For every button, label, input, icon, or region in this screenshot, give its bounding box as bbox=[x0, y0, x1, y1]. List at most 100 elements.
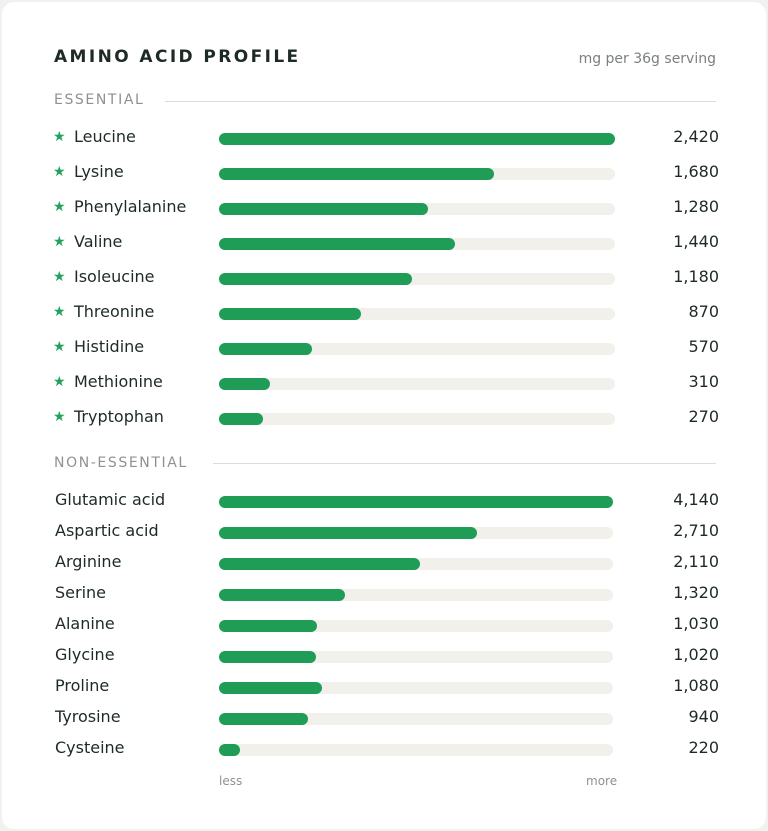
essential-star-icon: ★ bbox=[53, 234, 66, 250]
bar-fill bbox=[219, 713, 308, 725]
bar-row-isoleucine: ★ Isoleucine 1,180 bbox=[2, 263, 768, 293]
bar-fill bbox=[219, 620, 317, 632]
bar-row-threonine: ★ Threonine 870 bbox=[2, 298, 768, 328]
bar-track bbox=[219, 238, 615, 250]
bar-value: 2,710 bbox=[673, 521, 719, 540]
essential-star-icon: ★ bbox=[53, 304, 66, 320]
bar-track bbox=[219, 713, 613, 725]
bar-fill bbox=[219, 238, 455, 250]
chart-title: AMINO ACID PROFILE bbox=[54, 47, 301, 67]
bar-fill bbox=[219, 682, 322, 694]
bar-row-arginine: Arginine 2,110 bbox=[2, 548, 768, 578]
bar-fill bbox=[219, 589, 345, 601]
bar-track bbox=[219, 589, 613, 601]
bar-track bbox=[219, 558, 613, 570]
bar-fill bbox=[219, 558, 420, 570]
bar-track bbox=[219, 308, 615, 320]
bar-label: Tyrosine bbox=[55, 707, 121, 726]
bar-value: 4,140 bbox=[673, 490, 719, 509]
bar-track bbox=[219, 203, 615, 215]
section-divider-essential bbox=[165, 101, 716, 102]
essential-star-icon: ★ bbox=[53, 374, 66, 390]
bar-row-tyrosine: Tyrosine 940 bbox=[2, 703, 768, 733]
bar-label: Glutamic acid bbox=[55, 490, 166, 509]
bar-value: 220 bbox=[688, 738, 719, 757]
bar-track bbox=[219, 343, 615, 355]
bar-value: 1,440 bbox=[673, 232, 719, 251]
essential-star-icon: ★ bbox=[53, 199, 66, 215]
bar-track bbox=[219, 651, 613, 663]
unit-label: mg per 36g serving bbox=[578, 51, 716, 67]
bar-label: Serine bbox=[55, 583, 107, 602]
bar-label: Proline bbox=[55, 676, 110, 695]
essential-star-icon: ★ bbox=[53, 269, 66, 285]
bar-label: Alanine bbox=[55, 614, 115, 633]
bar-track bbox=[219, 168, 615, 180]
bar-value: 270 bbox=[688, 407, 719, 426]
bar-label: Cysteine bbox=[55, 738, 125, 757]
bar-row-aspartic-acid: Aspartic acid 2,710 bbox=[2, 517, 768, 547]
bar-track bbox=[219, 496, 613, 508]
essential-star-icon: ★ bbox=[53, 164, 66, 180]
bar-label: Histidine bbox=[74, 337, 145, 356]
bar-value: 1,080 bbox=[673, 676, 719, 695]
bar-value: 1,320 bbox=[673, 583, 719, 602]
bar-row-alanine: Alanine 1,030 bbox=[2, 610, 768, 640]
bar-fill bbox=[219, 273, 412, 285]
bar-row-tryptophan: ★ Tryptophan 270 bbox=[2, 403, 768, 433]
bar-value: 940 bbox=[688, 707, 719, 726]
bar-label: Isoleucine bbox=[74, 267, 155, 286]
bar-track bbox=[219, 744, 613, 756]
bar-fill bbox=[219, 168, 494, 180]
bar-label: Aspartic acid bbox=[55, 521, 159, 540]
bar-value: 1,020 bbox=[673, 645, 719, 664]
bar-fill bbox=[219, 203, 428, 215]
bar-track bbox=[219, 378, 615, 390]
bar-track bbox=[219, 273, 615, 285]
scale-min-label: less bbox=[219, 774, 243, 788]
bar-row-histidine: ★ Histidine 570 bbox=[2, 333, 768, 363]
bar-row-glycine: Glycine 1,020 bbox=[2, 641, 768, 671]
essential-star-icon: ★ bbox=[53, 129, 66, 145]
bar-row-proline: Proline 1,080 bbox=[2, 672, 768, 702]
bar-track bbox=[219, 682, 613, 694]
bar-fill bbox=[219, 744, 240, 756]
bar-label: Glycine bbox=[55, 645, 115, 664]
bar-label: Threonine bbox=[74, 302, 155, 321]
bar-value: 570 bbox=[688, 337, 719, 356]
bar-fill bbox=[219, 308, 361, 320]
bar-track bbox=[219, 620, 613, 632]
bar-track bbox=[219, 133, 615, 145]
bar-fill bbox=[219, 496, 613, 508]
bar-fill bbox=[219, 378, 270, 390]
bar-row-methionine: ★ Methionine 310 bbox=[2, 368, 768, 398]
bar-label: Phenylalanine bbox=[74, 197, 187, 216]
bar-label: Leucine bbox=[74, 127, 136, 146]
bar-value: 2,420 bbox=[673, 127, 719, 146]
bar-row-serine: Serine 1,320 bbox=[2, 579, 768, 609]
bar-fill bbox=[219, 413, 263, 425]
section-divider-non-essential bbox=[213, 463, 716, 464]
bar-row-phenylalanine: ★ Phenylalanine 1,280 bbox=[2, 193, 768, 223]
bar-value: 310 bbox=[688, 372, 719, 391]
bar-row-lysine: ★ Lysine 1,680 bbox=[2, 158, 768, 188]
section-label-essential: ESSENTIAL bbox=[54, 92, 145, 108]
bar-value: 1,680 bbox=[673, 162, 719, 181]
bar-value: 1,030 bbox=[673, 614, 719, 633]
bar-label: Tryptophan bbox=[74, 407, 164, 426]
bar-fill bbox=[219, 527, 477, 539]
essential-star-icon: ★ bbox=[53, 409, 66, 425]
bar-value: 1,280 bbox=[673, 197, 719, 216]
essential-star-icon: ★ bbox=[53, 339, 66, 355]
bar-row-leucine: ★ Leucine 2,420 bbox=[2, 123, 768, 153]
bar-track bbox=[219, 527, 613, 539]
bar-label: Methionine bbox=[74, 372, 163, 391]
bar-value: 1,180 bbox=[673, 267, 719, 286]
bar-fill bbox=[219, 651, 316, 663]
bar-label: Valine bbox=[74, 232, 123, 251]
bar-row-glutamic-acid: Glutamic acid 4,140 bbox=[2, 486, 768, 516]
bar-label: Lysine bbox=[74, 162, 124, 181]
scale-max-label: more bbox=[586, 774, 618, 788]
bar-value: 870 bbox=[688, 302, 719, 321]
